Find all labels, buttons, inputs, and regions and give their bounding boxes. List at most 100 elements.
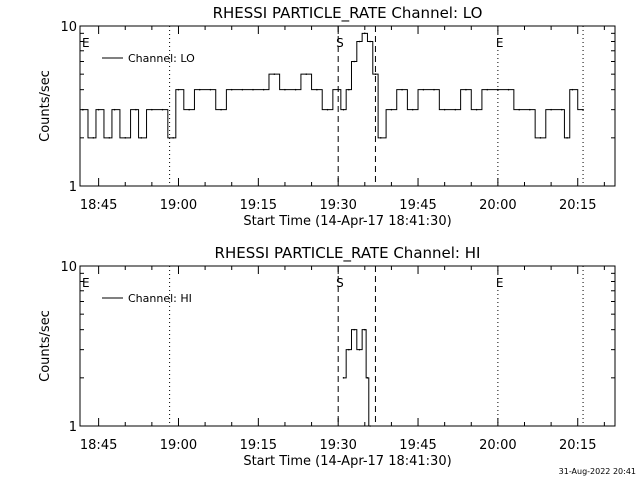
data-point — [326, 108, 329, 111]
data-point — [560, 108, 563, 111]
x-tick-label: 20:15 — [559, 198, 596, 213]
chart-title: RHESSI PARTICLE_RATE Channel: HI — [215, 244, 481, 263]
data-point — [241, 88, 244, 91]
data-point — [529, 108, 531, 111]
data-point — [172, 137, 174, 139]
x-tick-label: 19:00 — [160, 438, 197, 453]
x-axis-label: Start Time (14-Apr-17 18:41:30) — [243, 454, 451, 469]
data-point — [140, 137, 143, 139]
x-tick-label: 19:15 — [240, 198, 277, 213]
x-tick-label: 19:45 — [399, 198, 436, 213]
data-point — [284, 88, 286, 91]
chart-panel-1: RHESSI PARTICLE_RATE Channel: LO Counts/s… — [38, 4, 616, 229]
data-point — [342, 108, 345, 111]
data-point — [550, 108, 552, 111]
annotation-e: E — [82, 276, 90, 290]
data-point — [177, 88, 180, 91]
series-line — [343, 329, 371, 427]
chart-panel-2: RHESSI PARTICLE_RATE Channel: HI Counts/s… — [38, 244, 616, 469]
data-point — [507, 88, 510, 91]
data-point — [97, 108, 100, 111]
y-tick-label: 1 — [69, 420, 77, 435]
annotation-s: S — [336, 36, 344, 50]
data-point — [342, 377, 345, 379]
data-point — [113, 108, 116, 111]
x-tick-label: 20:15 — [559, 438, 596, 453]
data-point — [220, 108, 222, 111]
x-tick-label: 19:15 — [240, 438, 277, 453]
footer-timestamp: 31-Aug-2022 20:41 — [559, 467, 636, 476]
y-axis-label: Counts/sec — [38, 70, 53, 142]
data-point — [454, 108, 457, 111]
data-point — [582, 108, 584, 111]
data-point — [358, 348, 361, 351]
plot-frame — [79, 265, 616, 427]
data-point — [337, 88, 339, 91]
series-line — [82, 32, 584, 139]
data-point — [161, 108, 164, 111]
data-point — [108, 137, 111, 139]
data-point — [401, 88, 403, 91]
legend-label: Channel: HI — [128, 292, 192, 305]
data-point — [518, 108, 520, 111]
y-axis-label: Counts/sec — [38, 310, 53, 382]
annotation-e: E — [496, 276, 504, 290]
data-point — [475, 108, 478, 111]
data-point — [369, 40, 371, 43]
data-point — [252, 88, 254, 91]
data-point — [230, 88, 233, 91]
data-point — [262, 88, 265, 91]
annotation-e: E — [496, 36, 504, 50]
x-tick-label: 18:45 — [80, 438, 117, 453]
data-point — [358, 40, 361, 43]
data-point — [353, 328, 355, 331]
data-point — [305, 73, 308, 75]
x-tick-label: 20:00 — [479, 198, 516, 213]
data-point — [433, 88, 435, 91]
data-point — [411, 108, 414, 111]
data-point — [124, 137, 127, 139]
y-tick-label: 1 — [69, 180, 77, 195]
data-point — [209, 88, 212, 91]
data-point — [198, 88, 201, 91]
data-point — [188, 108, 190, 111]
y-tick-label: 10 — [60, 260, 77, 275]
data-point — [369, 425, 371, 427]
data-point — [151, 108, 153, 111]
data-point — [379, 137, 382, 139]
data-point — [539, 137, 542, 139]
x-tick-label: 19:30 — [319, 198, 356, 213]
data-point — [364, 32, 366, 35]
data-point — [486, 88, 489, 91]
chart-title: RHESSI PARTICLE_RATE Channel: LO — [213, 4, 483, 23]
x-tick-label: 18:45 — [80, 198, 117, 213]
y-tick-label: 10 — [60, 20, 77, 35]
data-point — [81, 108, 84, 111]
data-point — [390, 108, 393, 111]
data-point — [92, 137, 95, 139]
data-point — [465, 88, 467, 91]
data-point — [364, 328, 366, 331]
data-point — [316, 88, 318, 91]
data-point — [497, 88, 499, 91]
legend-label: Channel: LO — [128, 52, 195, 65]
data-point — [135, 108, 137, 111]
annotation-s: S — [336, 276, 344, 290]
data-point — [366, 377, 369, 379]
x-axis-label: Start Time (14-Apr-17 18:41:30) — [243, 214, 451, 229]
x-tick-label: 20:00 — [479, 438, 516, 453]
plot-frame — [79, 25, 616, 187]
annotation-e: E — [82, 36, 90, 50]
data-point — [348, 88, 350, 91]
data-point — [422, 88, 425, 91]
data-point — [566, 137, 568, 139]
data-point — [374, 73, 377, 75]
data-point — [273, 73, 276, 75]
data-point — [294, 88, 297, 91]
data-point — [348, 348, 350, 351]
data-point — [443, 108, 446, 111]
x-tick-label: 19:00 — [160, 198, 197, 213]
data-point — [353, 60, 355, 63]
x-tick-label: 19:45 — [399, 438, 436, 453]
